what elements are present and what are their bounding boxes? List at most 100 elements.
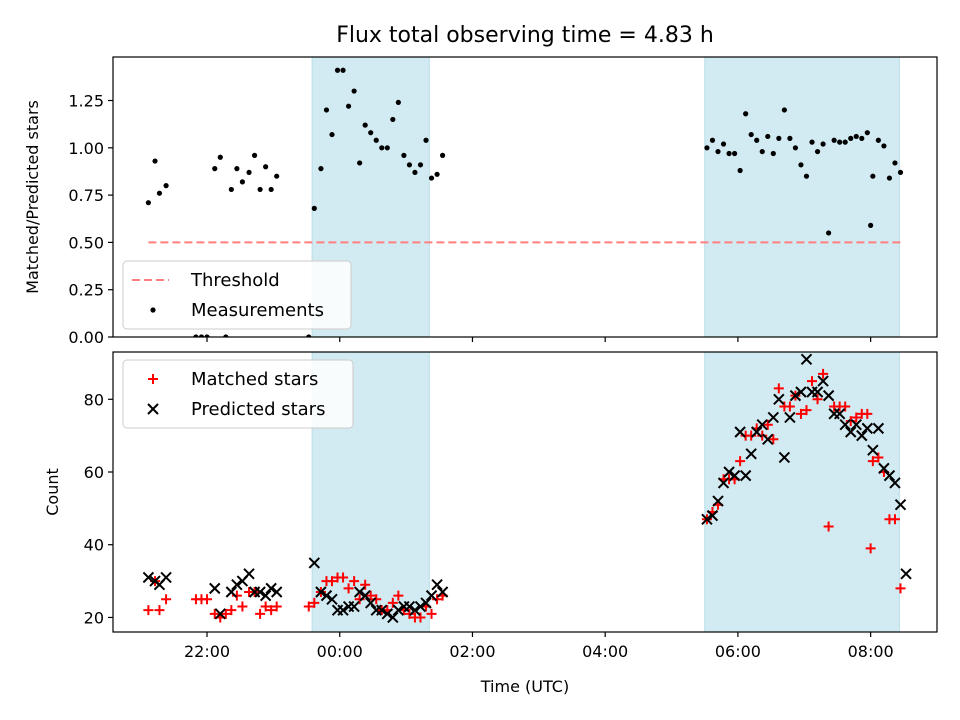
predicted-stars-point (701, 513, 713, 525)
measurements-point (212, 166, 218, 172)
measurements-point (251, 152, 258, 158)
matched-stars-point (757, 430, 768, 441)
legend-box (122, 359, 354, 429)
predicted-stars-point (414, 600, 427, 613)
y-tick-label: 60 (84, 463, 104, 482)
matched-stars-point (354, 594, 365, 605)
y-axis-label: Count (43, 468, 62, 516)
predicted-stars-point (359, 589, 371, 602)
measurements-point (715, 148, 721, 155)
matched-stars-point (309, 597, 320, 608)
predicted-stars-point (800, 353, 813, 365)
y-tick-label: 80 (84, 390, 104, 409)
measurements-point (198, 334, 205, 337)
matched-stars-point (371, 594, 382, 605)
x-tick-label: 00:00 (317, 642, 363, 661)
predicted-stars-point (409, 604, 421, 616)
predicted-stars-point (850, 419, 862, 431)
measurements-point (334, 67, 341, 73)
count-panel: 20 40 60 80 22:00 00:00 02:00 04:00 06:00 08:00 Co… (43, 351, 938, 661)
ratio-panel: 0.00 0.25 0.50 0.75 1.00 1.25 Matched/Predicte… (23, 56, 938, 347)
matched-stars-point (404, 608, 415, 619)
measurements-point (864, 130, 870, 136)
measurements-point (798, 162, 804, 168)
predicted-stars-point (214, 608, 226, 620)
measurements-point (831, 137, 837, 143)
predicted-stars-point (353, 586, 366, 598)
predicted-stars-point (315, 586, 327, 598)
matched-stars-point (818, 368, 829, 379)
measurements-point (357, 160, 363, 166)
measurements-point (228, 186, 234, 193)
predicted-stars-point (894, 499, 907, 511)
measurements-point (859, 135, 865, 141)
predicted-stars-point (822, 389, 835, 402)
matched-stars-point (326, 576, 337, 587)
predicted-stars-point (387, 611, 399, 624)
measurements-point (379, 145, 385, 151)
measurements-point (770, 150, 776, 157)
matched-stars-point (415, 612, 426, 623)
measurements-point (765, 133, 771, 140)
measurements-point (731, 150, 738, 157)
measurements-point (809, 139, 815, 145)
matched-stars-point (266, 605, 277, 616)
measurements-point (406, 162, 413, 168)
y-tick-label: 0.75 (68, 186, 104, 205)
matched-stars-point (220, 608, 231, 619)
matched-stars-point (889, 514, 900, 525)
y-axis-label: Matched/Predicted stars (23, 100, 42, 294)
measurements-point (781, 107, 787, 113)
plot-frame (112, 351, 938, 633)
matched-stars-point (349, 576, 360, 587)
y-tick-label: 20 (84, 608, 104, 627)
measurements-point (384, 145, 390, 151)
matched-stars-point (801, 405, 812, 416)
predicted-stars-point (861, 422, 874, 435)
predicted-stars-point (209, 582, 221, 595)
predicted-stars-point (745, 448, 757, 460)
legend-marker (150, 307, 156, 313)
matched-stars-point (393, 590, 404, 601)
measurements-point (145, 200, 151, 206)
predicted-stars-point (231, 579, 243, 591)
y-tick-label: 0.50 (68, 233, 104, 252)
measurements-point (440, 152, 446, 158)
matched-stars-point (865, 543, 876, 554)
matched-stars-point (426, 608, 437, 619)
predicted-stars-point (756, 419, 768, 431)
plot-area (142, 352, 912, 632)
measurements-point (776, 135, 782, 141)
matched-stars-point (862, 408, 873, 419)
matched-stars-point (360, 579, 371, 590)
predicted-stars-point (381, 608, 394, 620)
measurements-point (428, 175, 435, 181)
matched-stars-point (365, 590, 376, 601)
measurements-point (163, 183, 169, 189)
measurements-point (362, 122, 368, 128)
matched-stars-point (432, 594, 443, 605)
predicted-stars-point (392, 604, 405, 616)
predicted-stars-point (883, 469, 896, 482)
matched-stars-point (303, 601, 314, 612)
legend: Matched stars Predicted stars (122, 359, 354, 429)
predicted-stars-point (254, 586, 266, 598)
matched-stars-point (271, 601, 282, 612)
legend-label: Measurements (191, 300, 324, 321)
x-tick-label: 06:00 (715, 642, 761, 661)
matched-stars-point (237, 601, 248, 612)
predicted-stars-point (839, 419, 851, 431)
measurements-point (886, 175, 893, 181)
measurements-point (204, 334, 210, 337)
predicted-stars-point (878, 462, 890, 475)
y-tick-label: 40 (84, 536, 104, 555)
measurements-point (351, 88, 357, 94)
matched-stars-point (895, 583, 906, 594)
measurements-point (875, 137, 881, 143)
measurements-point (345, 103, 352, 109)
predicted-stars-point (900, 568, 912, 580)
predicted-stars-point (867, 444, 879, 456)
x-axis-label: Time (UTC) (480, 677, 569, 696)
measurements-point (340, 67, 346, 73)
